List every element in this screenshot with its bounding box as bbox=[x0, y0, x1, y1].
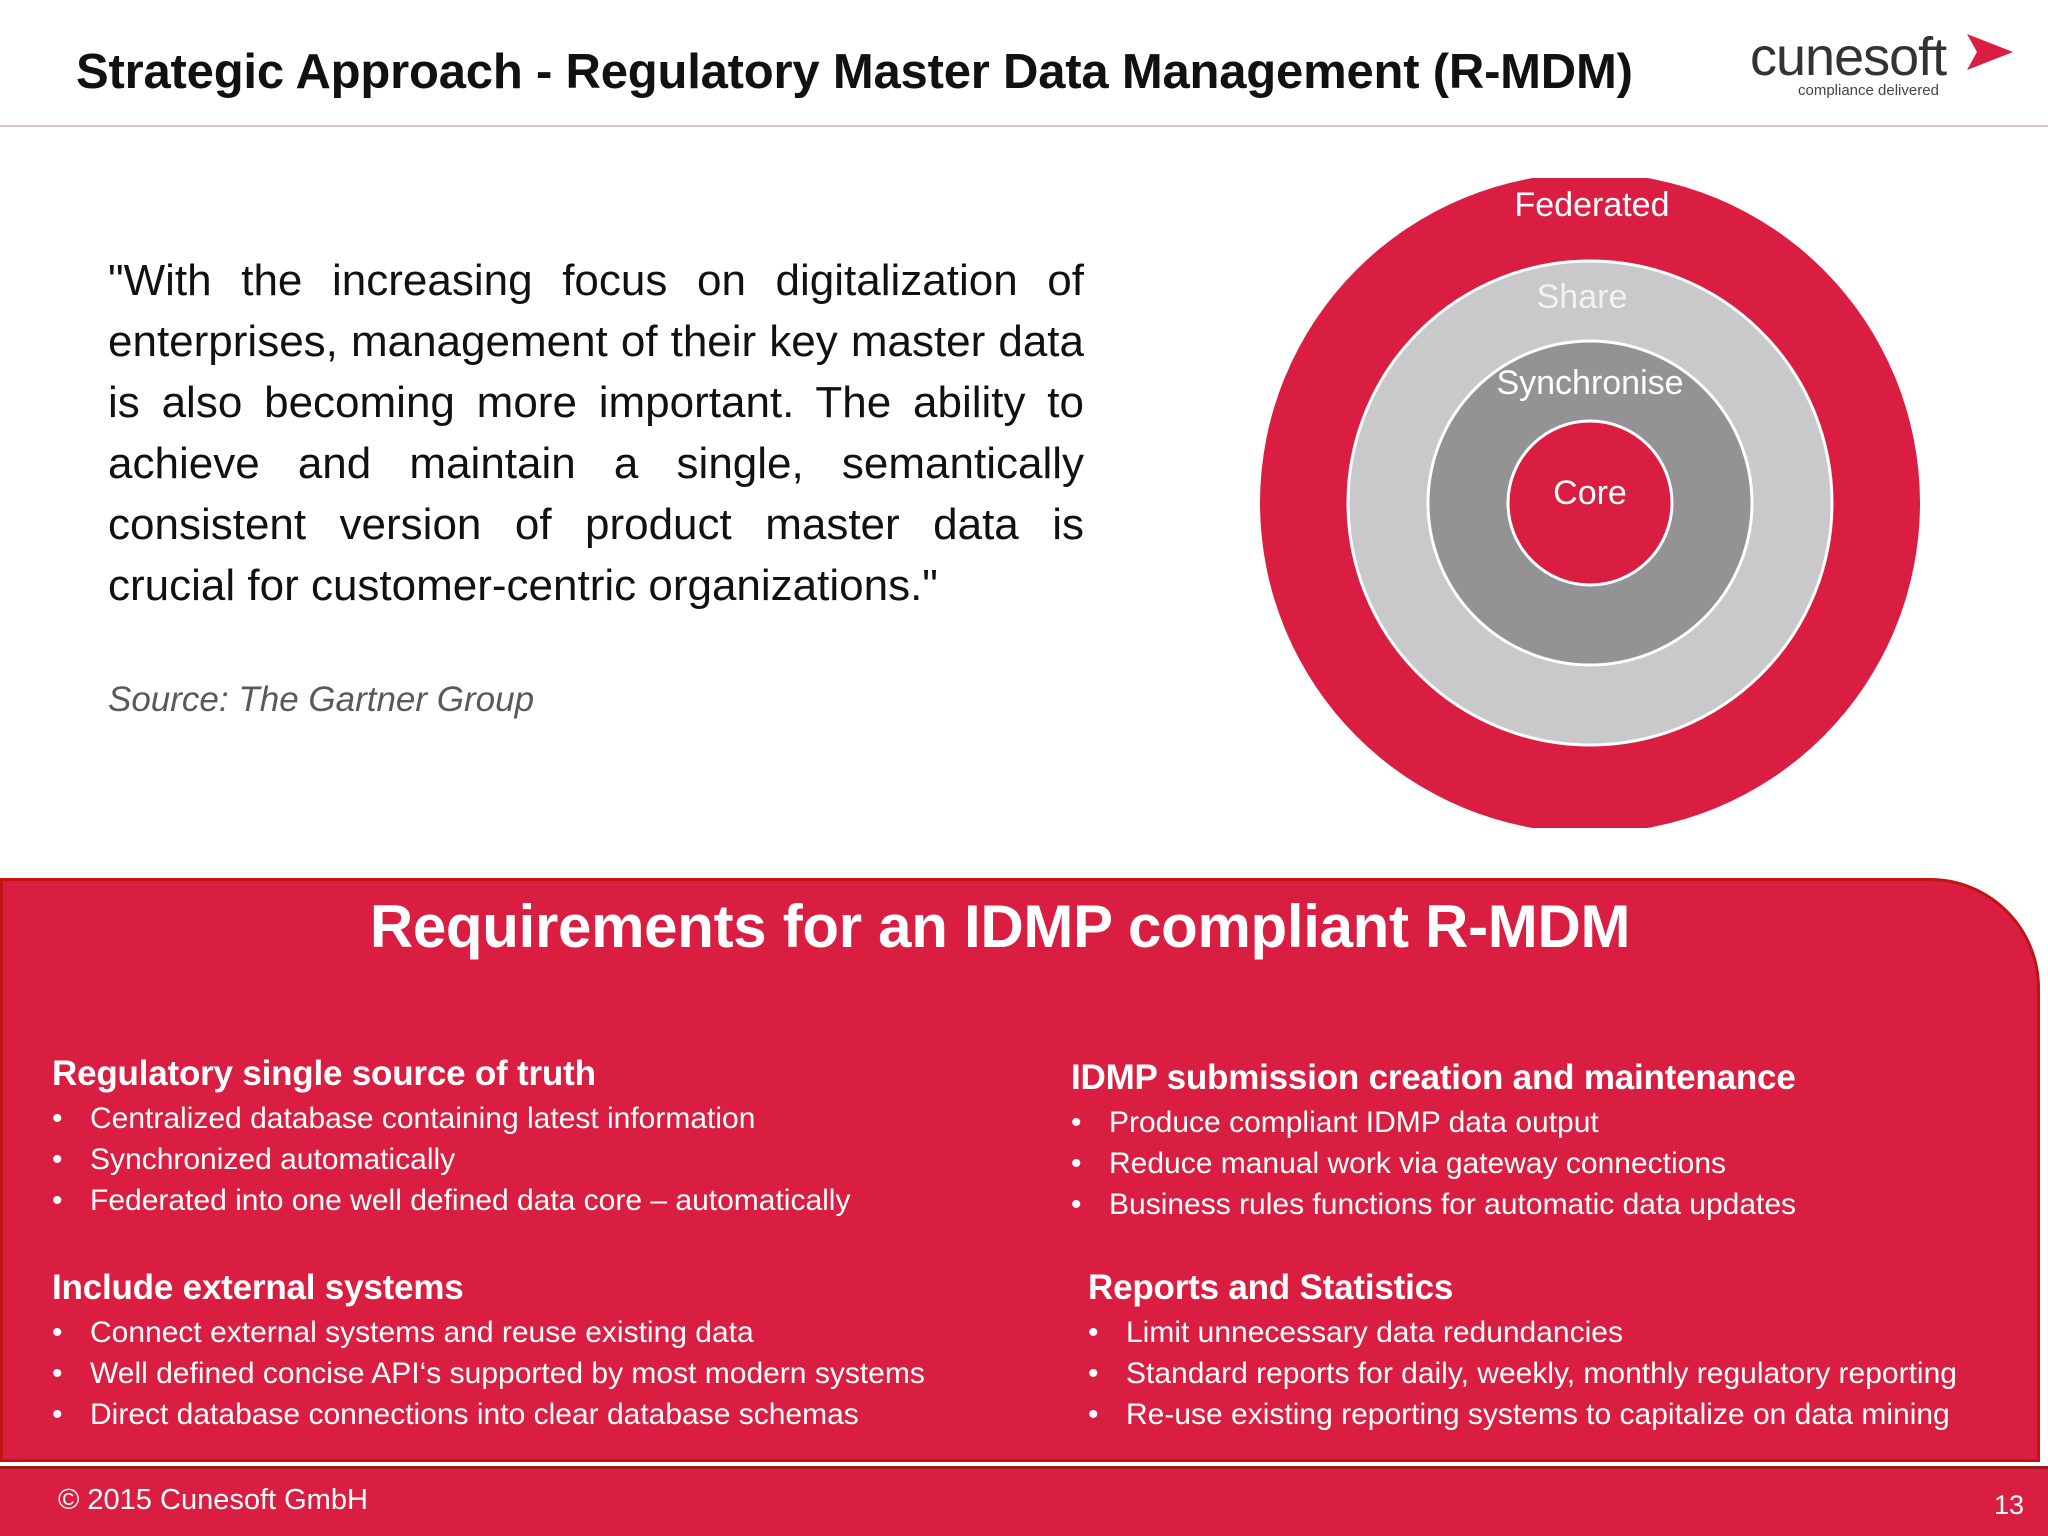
company-logo: cunesoft compliance delivered bbox=[1748, 26, 2028, 106]
list-item: Synchronized automatically bbox=[52, 1139, 850, 1180]
section-heading: Include external systems bbox=[52, 1268, 464, 1307]
bullet-list: Centralized database containing latest i… bbox=[52, 1098, 850, 1221]
section-external-systems: Include external systems Connect externa… bbox=[52, 1268, 925, 1435]
ring-label-synchronise: Synchronise bbox=[1496, 364, 1684, 402]
requirements-title: Requirements for an IDMP compliant R-MDM bbox=[369, 893, 1631, 960]
list-item: Direct database connections into clear d… bbox=[52, 1394, 925, 1435]
list-item: Reduce manual work via gateway connectio… bbox=[1071, 1143, 1796, 1184]
quote-source: Source: The Gartner Group bbox=[108, 680, 535, 719]
header-divider bbox=[0, 125, 2048, 127]
concentric-rings-diagram bbox=[1260, 178, 1920, 828]
list-item: Produce compliant IDMP data output bbox=[1071, 1102, 1796, 1143]
ring-label-share: Share bbox=[1536, 278, 1628, 316]
logo-wordmark: cunesoft bbox=[1750, 27, 1947, 87]
copyright-notice: © 2015 Cunesoft GmbH bbox=[58, 1484, 368, 1516]
list-item: Re-use existing reporting systems to cap… bbox=[1088, 1394, 1957, 1435]
page-title: Strategic Approach - Regulatory Master D… bbox=[76, 45, 1633, 99]
list-item: Federated into one well defined data cor… bbox=[52, 1180, 850, 1221]
section-heading: Reports and Statistics bbox=[1088, 1268, 1454, 1307]
section-reports-statistics: Reports and Statistics Limit unnecessary… bbox=[1088, 1268, 1957, 1435]
ring-label-core: Core bbox=[1553, 474, 1627, 512]
logo-tagline: compliance delivered bbox=[1798, 82, 1939, 99]
section-idmp-submission: IDMP submission creation and maintenance… bbox=[1071, 1058, 1796, 1225]
bullet-list: Produce compliant IDMP data output Reduc… bbox=[1071, 1102, 1796, 1225]
gartner-quote: "With the increasing focus on digitaliza… bbox=[108, 256, 1084, 610]
ring-core bbox=[1506, 419, 1674, 587]
footer-bar bbox=[0, 1466, 2048, 1536]
section-single-source-of-truth: Regulatory single source of truth Centra… bbox=[52, 1054, 850, 1221]
section-heading: IDMP submission creation and maintenance bbox=[1071, 1058, 1796, 1097]
ring-label-federated: Federated bbox=[1514, 186, 1670, 224]
list-item: Business rules functions for automatic d… bbox=[1071, 1184, 1796, 1225]
list-item: Centralized database containing latest i… bbox=[52, 1098, 850, 1139]
bullet-list: Connect external systems and reuse exist… bbox=[52, 1312, 925, 1435]
list-item: Connect external systems and reuse exist… bbox=[52, 1312, 925, 1353]
page-number: 13 bbox=[1994, 1490, 2025, 1520]
list-item: Well defined concise API‘s supported by … bbox=[52, 1353, 925, 1394]
section-heading: Regulatory single source of truth bbox=[52, 1054, 596, 1093]
list-item: Standard reports for daily, weekly, mont… bbox=[1088, 1353, 1957, 1394]
bullet-list: Limit unnecessary data redundancies Stan… bbox=[1088, 1312, 1957, 1435]
play-arrow-icon bbox=[1967, 34, 2013, 70]
list-item: Limit unnecessary data redundancies bbox=[1088, 1312, 1957, 1353]
